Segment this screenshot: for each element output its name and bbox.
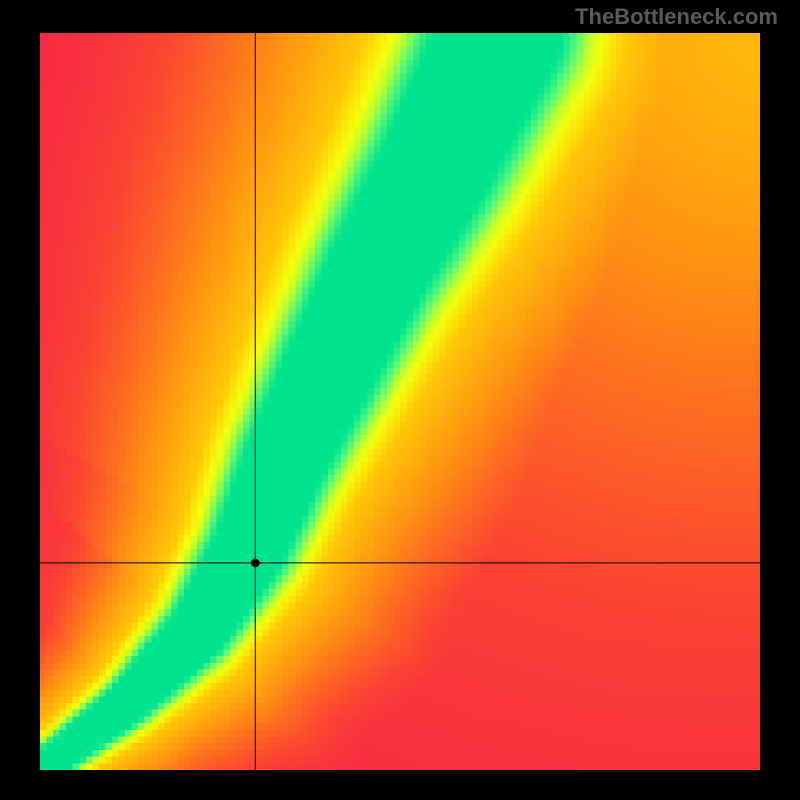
chart-container: { "watermark": { "text": "TheBottleneck.… <box>0 0 800 800</box>
watermark-text: TheBottleneck.com <box>575 4 778 30</box>
bottleneck-heatmap <box>40 33 760 770</box>
